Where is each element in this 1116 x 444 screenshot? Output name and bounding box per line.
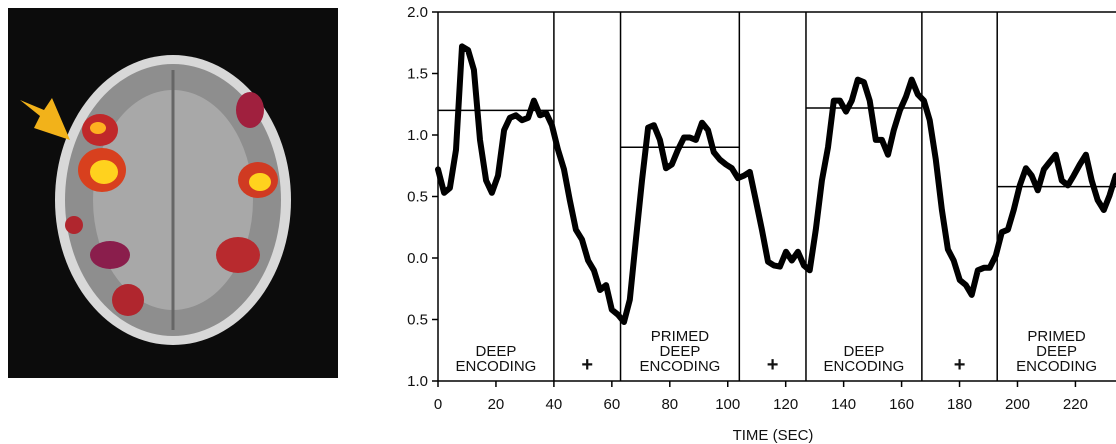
x-tick-label: 220 xyxy=(1063,396,1088,413)
x-tick-label: 140 xyxy=(831,396,856,413)
blob xyxy=(216,237,260,273)
blob xyxy=(90,241,130,269)
block-label: ENCODING xyxy=(1016,358,1097,375)
blob xyxy=(249,173,271,191)
y-tick-label: 0.5 xyxy=(407,312,428,329)
block-label: PRIMED xyxy=(651,328,710,345)
x-tick-label: 60 xyxy=(604,396,621,413)
block-label: ENCODING xyxy=(640,358,721,375)
x-axis-label: TIME (SEC) xyxy=(733,427,814,444)
chart: TIME (SEC) 2.0 1.5 1.0 0.5 0.0 0.5 1.0 0 20 40 60 8… xyxy=(407,4,1116,444)
block-label: DEEP xyxy=(476,343,517,360)
block-label: DEEP xyxy=(1036,343,1077,360)
x-tick-label: 180 xyxy=(947,396,972,413)
block-label: DEEP xyxy=(660,343,701,360)
block-label: PRIMED xyxy=(1027,328,1086,345)
y-tick-label: 0.5 xyxy=(407,189,428,206)
block-label: + xyxy=(954,354,966,376)
x-tick-label: 80 xyxy=(661,396,678,413)
data-line xyxy=(435,43,1116,325)
blob xyxy=(90,160,118,184)
x-tick-label: 160 xyxy=(889,396,914,413)
block-label: ENCODING xyxy=(824,358,905,375)
x-tick-label: 20 xyxy=(488,396,505,413)
block-label: + xyxy=(581,354,593,376)
y-tick-label: 2.0 xyxy=(407,4,428,21)
y-tick-label: 1.0 xyxy=(407,127,428,144)
x-tick-label: 100 xyxy=(715,396,740,413)
x-tick-label: 200 xyxy=(1005,396,1030,413)
blob xyxy=(112,284,144,316)
y-tick-label: 0.0 xyxy=(407,250,428,267)
x-tick-label: 120 xyxy=(773,396,798,413)
block-label: DEEP xyxy=(843,343,884,360)
arrow xyxy=(20,98,70,140)
blob xyxy=(236,92,264,128)
y-tick-label: 1.5 xyxy=(407,66,428,83)
x-tick-label: 0 xyxy=(434,396,442,413)
blob xyxy=(90,122,106,134)
activations xyxy=(65,92,278,316)
blob xyxy=(65,216,83,234)
brain-image xyxy=(8,8,338,378)
block-label: + xyxy=(767,354,779,376)
y-tick-label: 1.0 xyxy=(407,373,428,390)
block-label: ENCODING xyxy=(456,358,537,375)
x-tick-label: 40 xyxy=(546,396,563,413)
